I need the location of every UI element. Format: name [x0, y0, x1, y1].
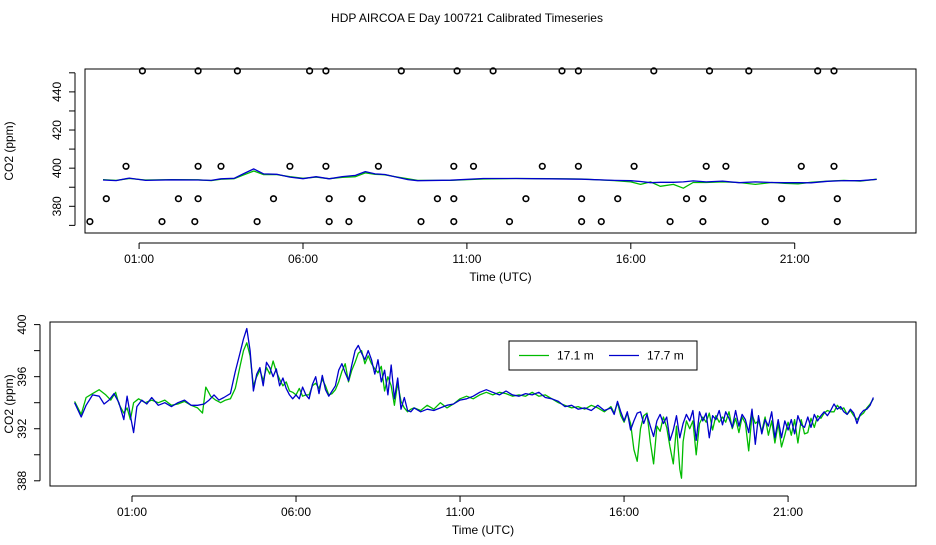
data-point-33	[522, 195, 530, 203]
plot-frame	[84, 68, 917, 234]
data-point-14	[286, 162, 294, 170]
y-axis-title: CO2 (ppm)	[2, 374, 16, 433]
y-axis-title: CO2 (ppm)	[2, 121, 16, 180]
data-point-55	[814, 67, 822, 75]
series-line-0-1	[102, 168, 877, 184]
figure-title: HDP AIRCOA E Day 100721 Calibrated Times…	[331, 11, 603, 25]
data-point-41	[614, 195, 622, 203]
y-tick-label: 392	[15, 418, 29, 438]
y-tick-label: 400	[15, 314, 29, 334]
data-point-24	[417, 218, 425, 226]
data-point-0	[86, 218, 94, 226]
x-tick-label: 01:00	[124, 252, 154, 266]
data-point-31	[489, 67, 497, 75]
x-tick-label: 06:00	[288, 252, 318, 266]
legend-label: 17.7 m	[647, 349, 684, 363]
data-point-4	[158, 218, 166, 226]
data-point-40	[597, 218, 605, 226]
data-point-30	[469, 162, 478, 170]
data-point-35	[558, 67, 566, 75]
data-point-9	[194, 67, 202, 75]
data-point-18	[325, 195, 333, 203]
data-point-22	[374, 162, 383, 170]
data-point-49	[705, 67, 714, 75]
data-point-21	[358, 195, 366, 203]
data-point-16	[322, 162, 330, 170]
data-point-17	[322, 67, 330, 75]
data-point-58	[833, 195, 841, 203]
data-point-57	[830, 162, 838, 170]
data-point-25	[433, 195, 442, 203]
data-point-59	[833, 218, 841, 226]
data-point-7	[194, 195, 202, 203]
data-point-47	[699, 195, 707, 203]
x-tick-label: 21:00	[780, 252, 810, 266]
x-tick-label: 01:00	[117, 505, 147, 519]
data-point-34	[538, 162, 546, 170]
data-point-12	[253, 218, 261, 226]
y-tick-label: 396	[15, 366, 29, 386]
panel-top: 01:00 06:00 11:00 16:00 21:00 380 400 420 440 Tim…	[2, 67, 917, 284]
data-point-11	[233, 67, 241, 75]
data-point-10	[217, 162, 225, 170]
data-point-28	[450, 162, 458, 170]
x-tick-label: 11:00	[452, 252, 481, 266]
data-point-23	[397, 67, 405, 75]
data-point-29	[453, 67, 461, 75]
legend-label: 17.1 m	[557, 349, 594, 363]
x-tick-label: 16:00	[616, 252, 646, 266]
x-axis-title: Time (UTC)	[469, 270, 531, 284]
data-point-19	[325, 218, 333, 226]
series-line-1-1	[74, 327, 874, 445]
data-point-46	[699, 218, 707, 226]
data-point-20	[345, 218, 353, 226]
data-point-26	[450, 218, 458, 226]
legend: 17.1 m 17.7 m	[508, 340, 698, 371]
data-point-32	[505, 218, 514, 226]
data-point-56	[830, 67, 838, 75]
data-point-37	[574, 67, 583, 75]
data-point-44	[666, 218, 674, 226]
y-tick-label: 420	[50, 120, 64, 140]
data-point-48	[702, 162, 710, 170]
panel-bottom: 01:00 06:00 11:00 16:00 21:00 388 392 396 400 Tim…	[2, 314, 917, 537]
data-point-42	[630, 162, 638, 170]
data-point-6	[191, 218, 199, 226]
data-point-45	[682, 195, 691, 203]
data-point-15	[306, 67, 314, 75]
x-tick-label: 06:00	[281, 505, 311, 519]
data-point-54	[797, 162, 805, 170]
y-tick-label: 440	[50, 82, 64, 102]
x-axis-title: Time (UTC)	[452, 523, 514, 537]
data-point-39	[577, 218, 586, 226]
x-tick-label: 16:00	[609, 505, 639, 519]
y-tick-label: 380	[50, 196, 64, 216]
x-tick-label: 21:00	[773, 505, 803, 519]
plot-frame	[49, 321, 917, 487]
data-point-43	[650, 67, 658, 75]
data-point-1	[102, 195, 110, 203]
y-tick-label: 388	[15, 470, 29, 490]
data-point-5	[174, 195, 182, 203]
x-tick-label: 11:00	[445, 505, 474, 519]
data-point-36	[574, 162, 583, 170]
data-point-2	[122, 162, 130, 170]
data-point-13	[269, 195, 278, 203]
data-point-3	[138, 67, 146, 75]
data-point-53	[777, 195, 786, 203]
data-point-38	[577, 195, 586, 203]
series-line-1-0	[74, 342, 874, 479]
data-point-51	[745, 67, 753, 75]
data-point-50	[722, 162, 730, 170]
data-point-27	[450, 195, 458, 203]
data-point-52	[761, 218, 769, 226]
y-tick-label: 400	[50, 158, 64, 178]
data-point-8	[194, 162, 202, 170]
